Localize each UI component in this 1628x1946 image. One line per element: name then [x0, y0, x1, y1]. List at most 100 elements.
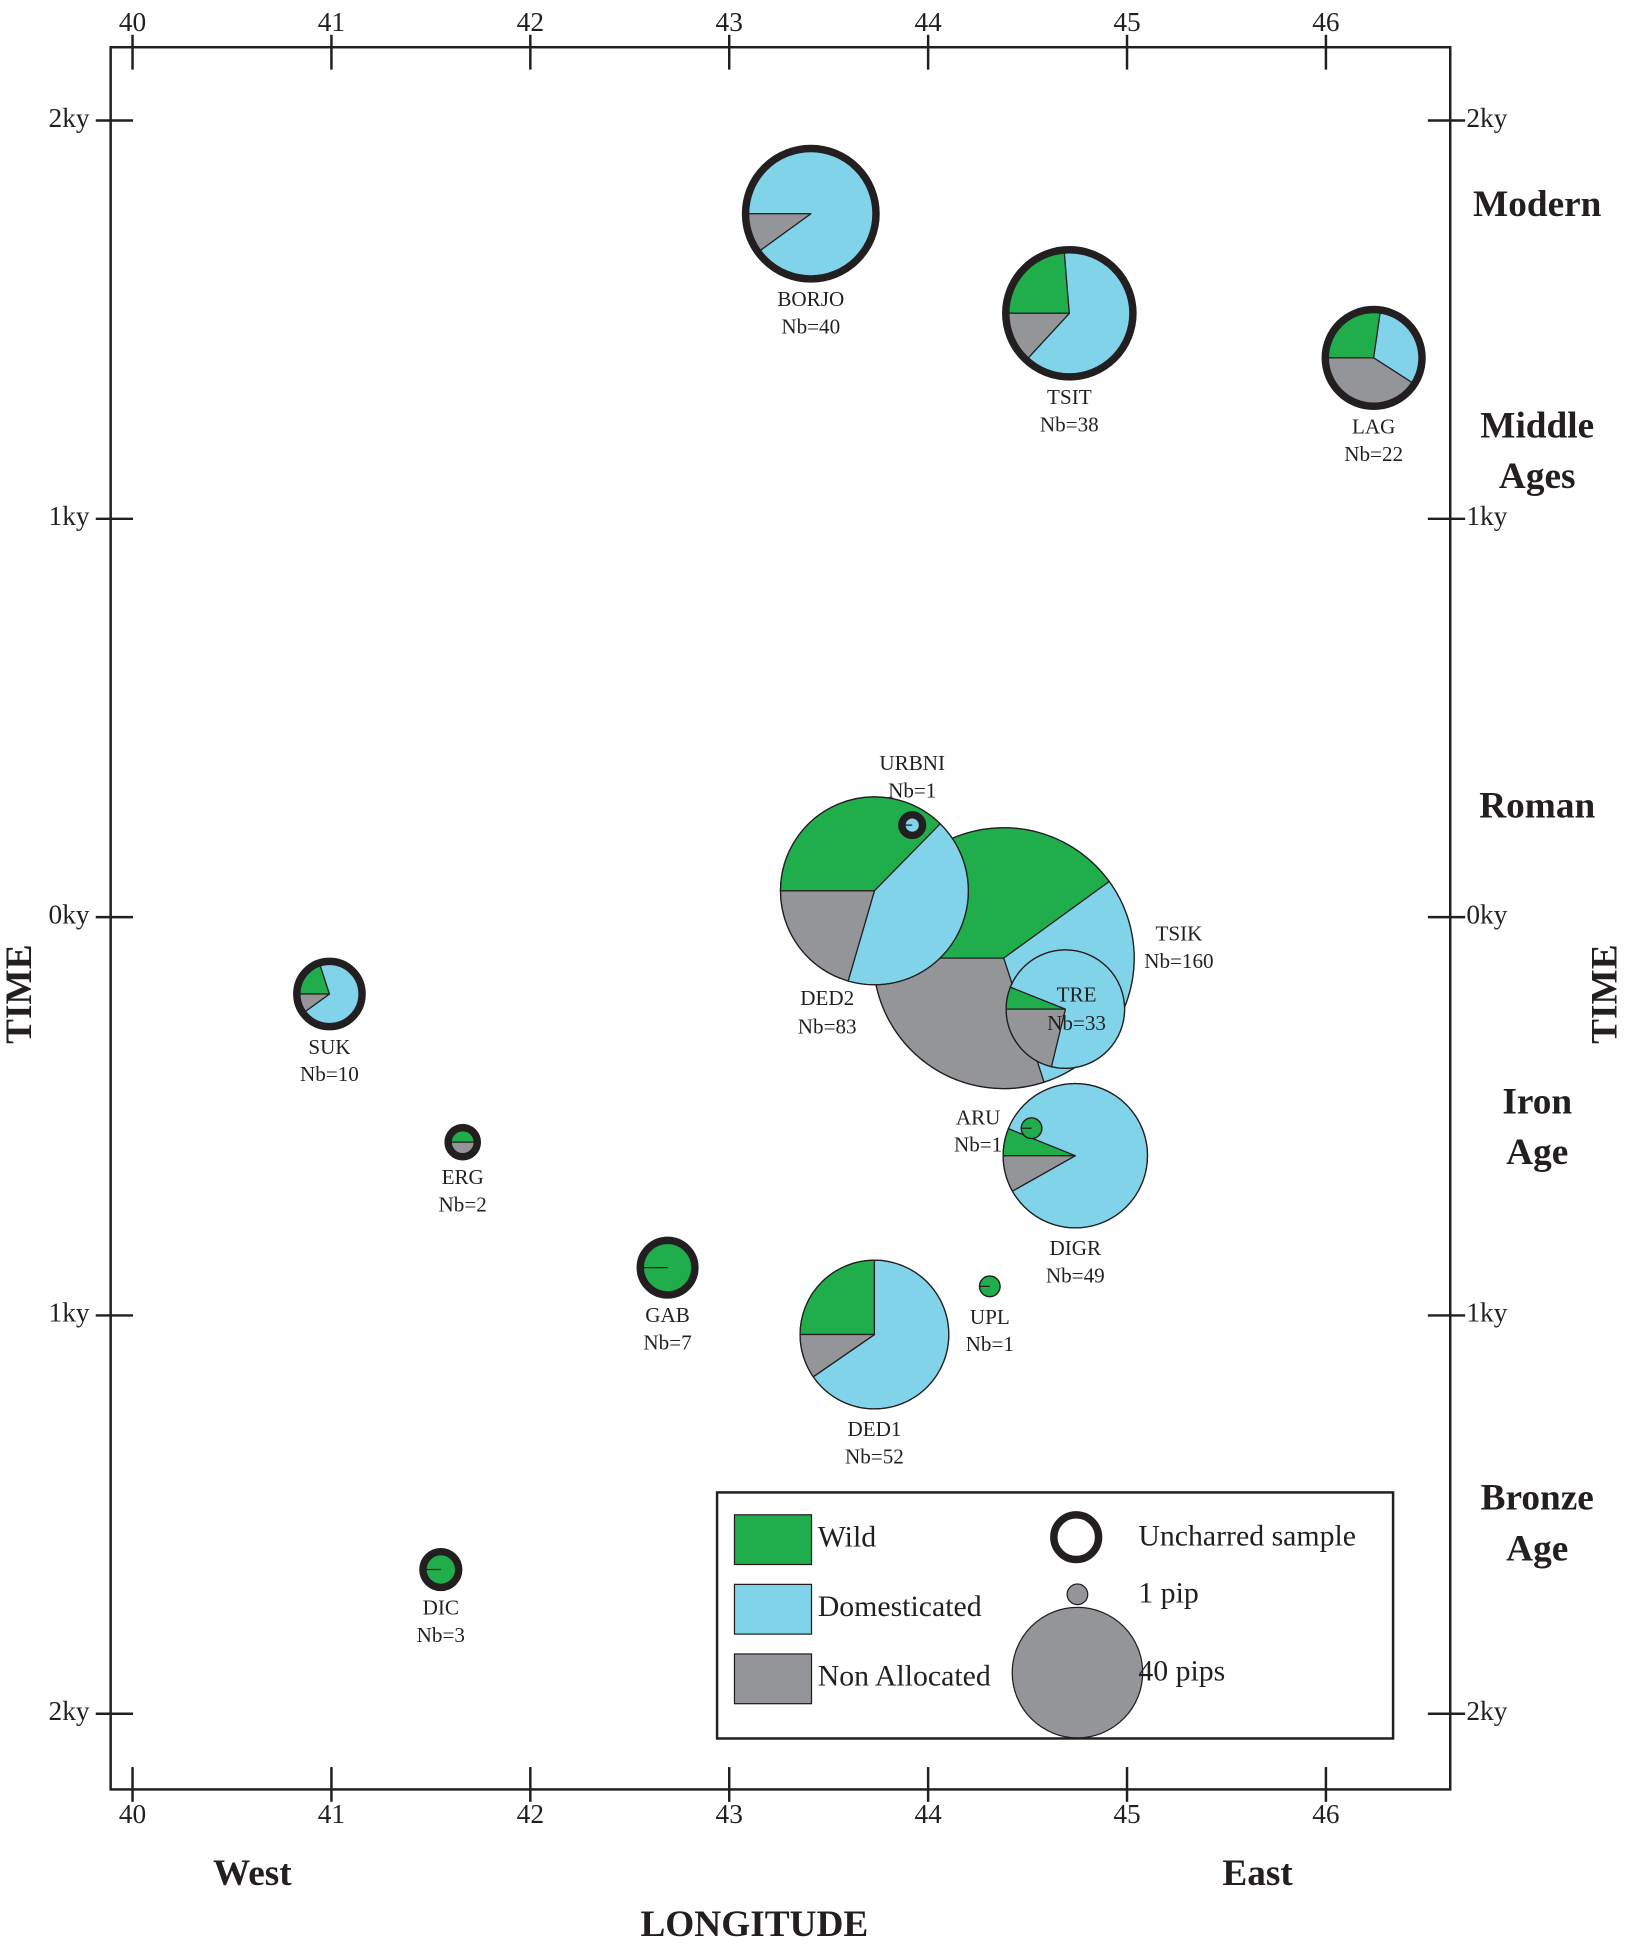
- site-name: TSIK: [1155, 922, 1203, 946]
- y-axis-title: TIME: [1585, 944, 1626, 1043]
- site-name: TRE: [1057, 983, 1097, 1007]
- x-tick-label: 44: [914, 7, 942, 37]
- x-tick-label: 42: [517, 1799, 544, 1829]
- site-count: Nb=33: [1047, 1011, 1106, 1035]
- x-tick-label: 43: [716, 1799, 743, 1829]
- legend: Wild Domesticated Non Allocated Uncharred s…: [733, 1511, 1356, 1739]
- site-outline: [898, 811, 927, 840]
- legend-label: Uncharred sample: [1138, 1519, 1356, 1552]
- site-name: ERG: [442, 1165, 484, 1189]
- x-tick-label: 41: [318, 7, 345, 37]
- site-outline: [741, 144, 880, 283]
- site-name: TSIT: [1047, 385, 1092, 409]
- x-tick-label: 45: [1113, 1799, 1140, 1829]
- period-label: Ages: [1499, 456, 1576, 497]
- site-pie: DIC Nb=3: [417, 1547, 465, 1647]
- site-outline: [799, 1259, 950, 1410]
- site-pie: LAG Nb=22: [1321, 305, 1426, 466]
- y-tick-label: 1ky: [1466, 1298, 1507, 1328]
- site-count: Nb=38: [1040, 412, 1099, 436]
- legend-label: Wild: [818, 1520, 877, 1553]
- period-label: Roman: [1479, 786, 1595, 827]
- site-name: BORJO: [777, 287, 844, 311]
- site-count: Nb=83: [798, 1015, 857, 1039]
- site-outline: [293, 957, 366, 1031]
- site-pie: URBNI Nb=1: [879, 751, 945, 840]
- legend-swatch: [733, 1583, 813, 1635]
- site-pie: ARU Nb=1: [954, 1105, 1043, 1157]
- site-name: UPL: [970, 1305, 1010, 1329]
- site-pie: DED1 Nb=52: [799, 1259, 950, 1468]
- site-count: Nb=160: [1144, 949, 1213, 973]
- x-tick-label: 43: [716, 7, 743, 37]
- y-tick-label: 1ky: [49, 501, 90, 531]
- plot-area: BORJO Nb=40 TSIT Nb=38 LAG Nb=22 TSIK Nb=160 DED…: [293, 144, 1426, 1647]
- x-tick-label: 45: [1113, 7, 1140, 37]
- x-tick-label: 40: [119, 7, 146, 37]
- site-outline: [978, 1275, 1001, 1298]
- legend-size: [1011, 1606, 1144, 1739]
- y-tick-label: 1ky: [49, 1298, 90, 1328]
- site-name: ARU: [956, 1105, 1001, 1129]
- site-name: GAB: [645, 1303, 690, 1327]
- period-label: Age: [1506, 1529, 1568, 1570]
- site-pie: ERG Nb=2: [439, 1123, 487, 1216]
- site-outline: [1002, 245, 1137, 381]
- site-name: DED2: [800, 986, 854, 1010]
- site-name: URBNI: [879, 751, 945, 775]
- legend-label: 40 pips: [1138, 1655, 1225, 1688]
- x-tick-label: 40: [119, 1799, 146, 1829]
- y-tick-label: 1ky: [1466, 501, 1507, 531]
- x-tick-label: 41: [318, 1799, 345, 1829]
- site-outline: [636, 1236, 699, 1299]
- period-label: Bronze: [1481, 1478, 1594, 1519]
- site-count: Nb=52: [845, 1444, 904, 1468]
- site-name: DED1: [847, 1417, 901, 1441]
- site-pie: UPL Nb=1: [966, 1275, 1014, 1356]
- site-count: Nb=1: [954, 1133, 1002, 1157]
- site-name: LAG: [1352, 414, 1395, 438]
- site-outline: [1321, 305, 1426, 411]
- site-outline: [1005, 949, 1126, 1070]
- site-count: Nb=7: [643, 1330, 691, 1354]
- pie-wedge: [799, 1259, 876, 1336]
- x-annotation: East: [1222, 1853, 1293, 1894]
- site-outline: [779, 796, 970, 986]
- site-name: DIGR: [1050, 1236, 1103, 1260]
- site-count: Nb=2: [439, 1192, 487, 1216]
- x-tick-label: 42: [517, 7, 544, 37]
- x-annotation: West: [213, 1853, 292, 1894]
- site-pie: TSIT Nb=38: [1002, 245, 1137, 436]
- y-tick-label: 2ky: [49, 1696, 90, 1726]
- site-count: Nb=22: [1344, 442, 1403, 466]
- y-tick-label: 2ky: [1466, 103, 1507, 133]
- x-tick-label: 46: [1312, 1799, 1339, 1829]
- site-count: Nb=40: [781, 314, 840, 338]
- site-pie: TRE Nb=33: [1005, 949, 1126, 1070]
- y-tick-label: 2ky: [1466, 1696, 1507, 1726]
- legend-label: Non Allocated: [818, 1660, 991, 1693]
- legend-label: 1 pip: [1138, 1576, 1198, 1609]
- site-pie: SUK Nb=10: [293, 957, 366, 1086]
- site-name: SUK: [308, 1035, 351, 1059]
- period-label: Middle: [1480, 405, 1594, 446]
- site-outline: [1020, 1117, 1043, 1140]
- legend-swatch: [733, 1653, 813, 1705]
- site-outline: [419, 1547, 463, 1592]
- site-outline: [1002, 1082, 1149, 1229]
- x-tick-label: 44: [914, 1799, 942, 1829]
- y-tick-label: 0ky: [1466, 899, 1507, 929]
- period-label: Age: [1506, 1132, 1568, 1173]
- site-count: Nb=49: [1046, 1263, 1105, 1287]
- period-label: Iron: [1502, 1081, 1572, 1122]
- y-tick-label: 2ky: [49, 103, 90, 133]
- site-pie: BORJO Nb=40: [741, 144, 880, 338]
- y-tick-label: 0ky: [49, 899, 90, 929]
- site-pie: DIGR Nb=49: [1002, 1082, 1149, 1287]
- legend-uncharred: [1050, 1511, 1103, 1564]
- site-count: Nb=3: [417, 1623, 465, 1647]
- site-pie: GAB Nb=7: [636, 1236, 699, 1354]
- legend-swatch: [733, 1514, 813, 1566]
- site-name: DIC: [423, 1596, 459, 1620]
